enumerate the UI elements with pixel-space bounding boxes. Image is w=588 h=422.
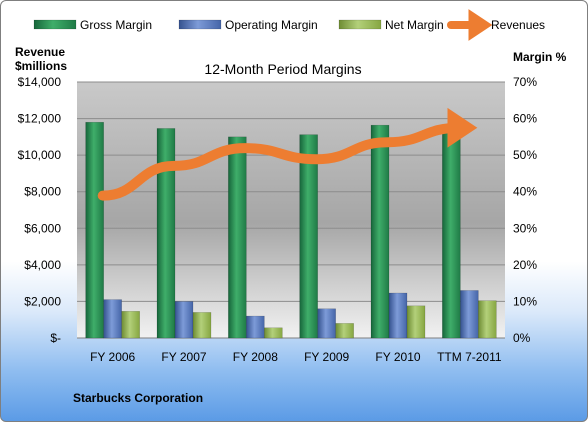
right-tick-label: 20% (513, 258, 537, 272)
right-tick-label: 40% (513, 185, 537, 199)
operating-margin-bar (388, 292, 408, 339)
operating-margin-bar (460, 290, 479, 339)
gross-margin-bar (442, 127, 461, 339)
legend-label: Gross Margin (80, 18, 152, 32)
right-tick-label: 30% (513, 221, 537, 235)
left-tick-label: $8,000 (24, 185, 61, 199)
right-tick-label: 70% (513, 75, 537, 89)
right-tick-label: 60% (513, 112, 537, 126)
x-tick-label: FY 2009 (304, 350, 349, 364)
gross-margin-bar (156, 128, 176, 339)
left-axis-label: Revenue (15, 45, 65, 59)
right-tick-label: 10% (513, 294, 537, 308)
operating-margin-bar (246, 315, 265, 339)
x-tick-label: FY 2007 (161, 350, 206, 364)
right-tick-label: 50% (513, 148, 537, 162)
right-axis-label: Margin % (513, 50, 567, 64)
net-margin-bar (335, 323, 354, 339)
gross-margin-bar (370, 124, 390, 339)
left-tick-label: $14,000 (18, 75, 62, 89)
gross-margin-bar (228, 136, 247, 339)
company-name: Starbucks Corporation (73, 391, 203, 405)
x-tick-label: FY 2006 (90, 350, 135, 364)
plot-area (77, 82, 505, 338)
net-margin-bar (192, 312, 212, 339)
revenues-line (97, 107, 478, 201)
legend-net-margin: Net Margin (338, 18, 444, 32)
net-margin-bar (121, 311, 140, 339)
legend-label: Net Margin (385, 18, 444, 32)
left-tick-label: $10,000 (18, 148, 62, 162)
left-tick-label: $6,000 (24, 221, 61, 235)
left-axis-label-line2: $millions (15, 59, 67, 73)
net-margin-bar (264, 327, 283, 339)
left-tick-label: $2,000 (24, 294, 61, 308)
legend-label: Revenues (491, 18, 545, 32)
right-tick-label: 0% (513, 331, 531, 345)
left-tick-label: $12,000 (18, 112, 62, 126)
legend-operating-margin: Operating Margin (178, 18, 318, 32)
gross-margin-bar (85, 121, 104, 339)
legend-swatch (178, 19, 222, 30)
x-tick-label: TTM 7-2011 (437, 350, 502, 364)
operating-margin-bar (317, 308, 336, 339)
net-margin-bar (478, 300, 497, 339)
legend-revenues: Revenues (447, 9, 545, 41)
legend-swatch (33, 19, 77, 30)
legend-gross-margin: Gross Margin (33, 18, 152, 32)
x-tick-label: FY 2008 (233, 350, 278, 364)
chart-title: 12-Month Period Margins (204, 61, 361, 77)
legend-label: Operating Margin (225, 18, 318, 32)
legend-swatch (338, 19, 382, 30)
net-margin-bar (406, 305, 426, 339)
x-tick-label: FY 2010 (375, 350, 420, 364)
operating-margin-bar (174, 301, 194, 339)
gross-margin-bar (299, 134, 318, 339)
operating-margin-bar (103, 299, 122, 339)
left-tick-label: $4,000 (24, 258, 61, 272)
left-tick-label: $- (50, 331, 61, 345)
